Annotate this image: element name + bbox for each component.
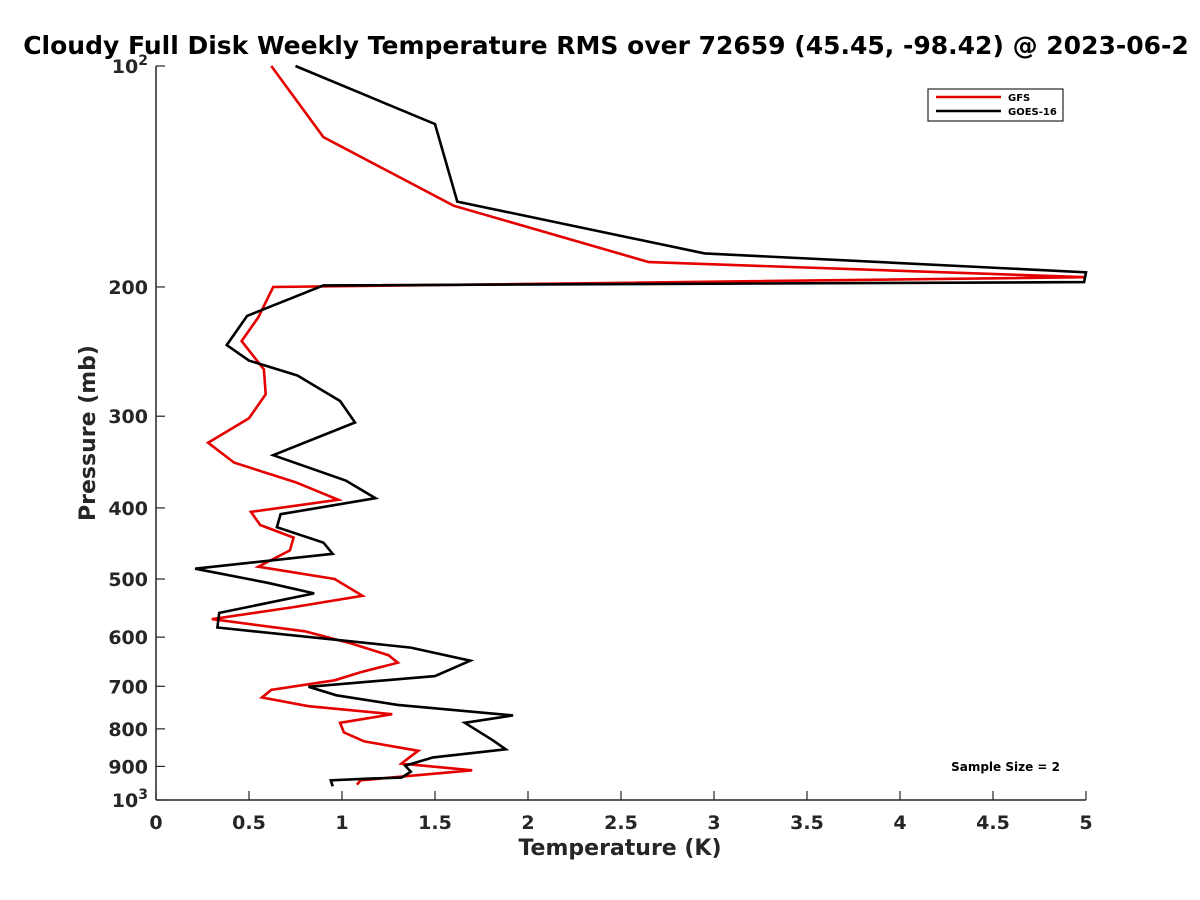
y-tick-exponent: 3 bbox=[138, 787, 148, 803]
y-tick-label: 600 bbox=[108, 627, 148, 649]
y-tick-base: 10 bbox=[112, 790, 138, 812]
x-tick-label: 0 bbox=[149, 812, 162, 834]
x-tick-label: 1 bbox=[335, 812, 348, 834]
y-tick-label: 300 bbox=[108, 406, 148, 428]
x-tick-label: 4.5 bbox=[976, 812, 1010, 834]
x-tick-label: 2.5 bbox=[604, 812, 638, 834]
y-tick-label: 900 bbox=[108, 756, 148, 778]
y-axis-label: Pressure (mb) bbox=[76, 345, 101, 521]
legend-label: GFS bbox=[1008, 93, 1030, 104]
x-tick-label: 4 bbox=[893, 812, 906, 834]
x-tick-label: 2 bbox=[521, 812, 534, 834]
x-tick-label: 0.5 bbox=[232, 812, 266, 834]
series-line-gfs bbox=[205, 65, 1087, 786]
y-tick-label: 500 bbox=[108, 569, 148, 591]
sample-size-annotation: Sample Size = 2 bbox=[951, 760, 1060, 774]
series-line-goes-16 bbox=[194, 64, 1088, 787]
axes: 0 0.5 1 1.5 2 2.5 3 3.5 4 4.5 51022003004005006007… bbox=[108, 53, 1092, 834]
y-tick-label: 400 bbox=[108, 498, 148, 520]
x-tick-label: 3.5 bbox=[790, 812, 824, 834]
y-tick-label: 200 bbox=[108, 277, 148, 299]
y-tick-label: 800 bbox=[108, 719, 148, 741]
y-tick-label: 103 bbox=[112, 787, 148, 812]
x-axis-label: Temperature (K) bbox=[518, 836, 721, 861]
y-tick-exponent: 2 bbox=[138, 53, 148, 69]
y-tick-base: 10 bbox=[112, 56, 138, 78]
y-tick-label: 700 bbox=[108, 676, 148, 698]
legend-label: GOES-16 bbox=[1008, 107, 1057, 118]
plot-lines bbox=[194, 64, 1088, 787]
x-tick-label: 5 bbox=[1079, 812, 1092, 834]
x-tick-label: 3 bbox=[707, 812, 720, 834]
y-tick-label: 102 bbox=[112, 53, 148, 78]
x-tick-label: 1.5 bbox=[418, 812, 452, 834]
legend-box bbox=[927, 88, 1064, 122]
legend: GFS GOES-16 bbox=[927, 88, 1064, 122]
chart-title: Cloudy Full Disk Weekly Temperature RMS … bbox=[23, 31, 1189, 60]
